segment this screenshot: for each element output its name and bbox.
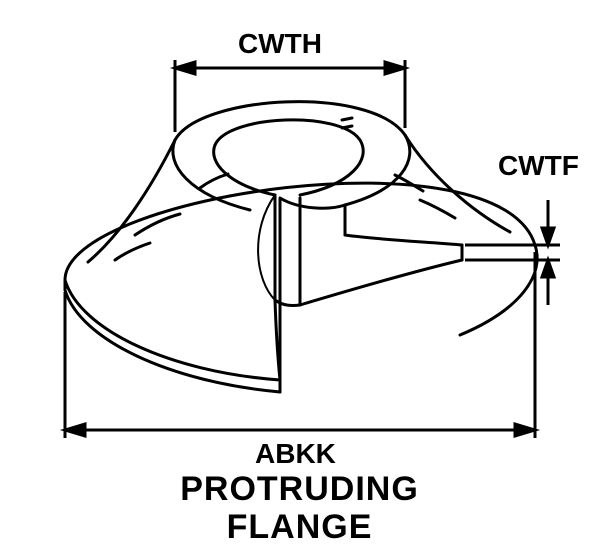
label-cwth: CWTH <box>238 28 322 60</box>
diagram-stage: CWTH CWTF ABKK PROTRUDING FLANGE <box>0 0 599 555</box>
title-line-1: PROTRUDING <box>0 470 599 509</box>
label-cwtf: CWTF <box>498 150 579 182</box>
label-abkk: ABKK <box>255 438 336 470</box>
title-line-2: FLANGE <box>0 508 599 547</box>
